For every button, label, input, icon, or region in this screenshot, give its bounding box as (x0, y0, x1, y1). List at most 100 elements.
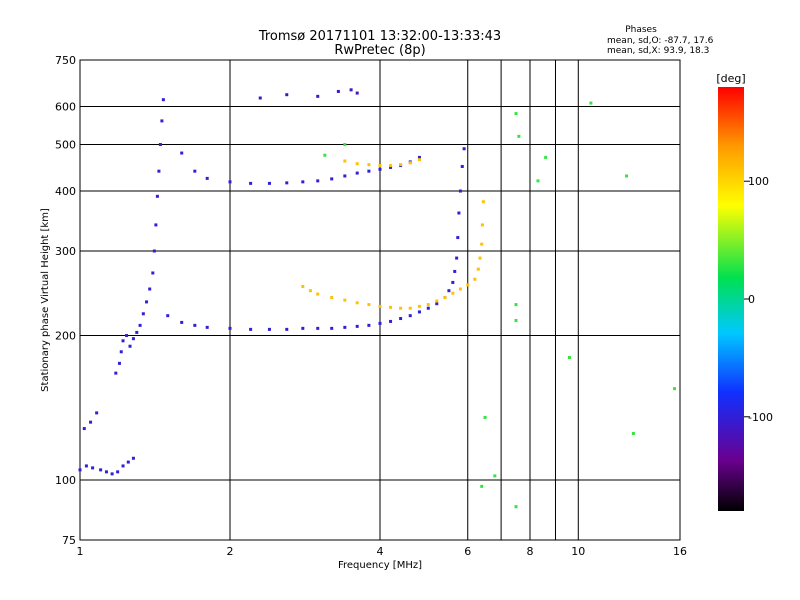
echo-point (343, 298, 347, 302)
y-tick-label: 500 (55, 139, 76, 152)
y-tick-label: 600 (55, 101, 76, 114)
echo-point (514, 505, 518, 509)
echo-point (316, 292, 320, 296)
echo-point (435, 302, 439, 306)
echo-point (349, 88, 353, 92)
echo-point (483, 415, 487, 419)
echo-point (119, 350, 123, 354)
x-tick-label: 10 (571, 545, 585, 558)
legend-title: Phases (625, 25, 657, 35)
x-axis-ticks: 1 2 4 6 8 10 16 (77, 545, 688, 558)
echo-point (249, 181, 253, 185)
y-tick-label: 75 (62, 534, 76, 547)
echo-point (355, 171, 359, 175)
echo-point (367, 163, 371, 167)
echo-point (481, 200, 485, 204)
echo-point (367, 323, 371, 327)
colorbar-tick-label: 0 (748, 293, 755, 306)
echo-point (417, 155, 421, 159)
echo-point (399, 163, 403, 167)
echo-point (155, 194, 159, 198)
echo-point (128, 344, 132, 348)
echo-point (148, 287, 152, 291)
echo-point (95, 411, 99, 415)
echo-point (121, 464, 125, 468)
echo-point (536, 179, 540, 183)
echo-point (480, 223, 484, 227)
y-tick-label: 750 (55, 54, 76, 67)
echo-point (125, 334, 129, 338)
echo-point (378, 321, 382, 325)
echo-point (389, 305, 393, 309)
echo-point (466, 283, 470, 287)
echo-point (378, 164, 382, 168)
y-tick-label: 400 (55, 185, 76, 198)
echo-point (205, 176, 209, 180)
echo-point (417, 310, 421, 314)
echo-point (389, 319, 393, 323)
echo-point (343, 143, 347, 147)
echo-point (285, 181, 289, 185)
echo-point (161, 98, 165, 102)
echo-point (480, 484, 484, 488)
echo-point (116, 470, 120, 474)
echo-point (114, 371, 118, 375)
grid-lines (80, 60, 680, 540)
echo-point (367, 303, 371, 307)
x-tick-label: 16 (673, 545, 687, 558)
echo-point (131, 456, 135, 460)
colorbar (718, 87, 744, 511)
echo-point (514, 112, 518, 116)
echo-point (166, 314, 170, 318)
echo-point (493, 474, 497, 478)
echo-point (180, 320, 184, 324)
echo-point (316, 326, 320, 330)
echo-point (460, 164, 464, 168)
echo-point (480, 242, 484, 246)
echo-point (316, 94, 320, 98)
echo-point (249, 327, 253, 331)
legend-line-x: mean, sd,X: 93.9, 18.3 (607, 46, 709, 56)
echo-point (308, 289, 312, 293)
echo-point (301, 326, 305, 330)
echo-point (567, 355, 571, 359)
echo-point (158, 143, 162, 147)
echo-point (228, 326, 232, 330)
y-axis-ticks: 75 100 200 300 400 500 600 750 (55, 54, 76, 547)
echo-point (336, 89, 340, 93)
echo-point (625, 174, 629, 178)
echo-point (462, 147, 466, 151)
echo-point (343, 159, 347, 163)
echo-point (408, 314, 412, 318)
echo-point (476, 267, 480, 271)
echo-point (82, 427, 86, 431)
echo-point (367, 169, 371, 173)
echo-point (447, 289, 451, 293)
echo-point (110, 472, 114, 476)
echo-point (417, 158, 421, 162)
y-tick-label: 100 (55, 474, 76, 487)
echo-point (458, 287, 462, 291)
data-points (78, 88, 677, 509)
echo-point (408, 161, 412, 165)
echo-point (323, 153, 327, 157)
echo-point (154, 223, 158, 227)
echo-point (152, 249, 156, 253)
x-tick-label: 2 (227, 545, 234, 558)
echo-point (389, 164, 393, 168)
echo-point (89, 420, 93, 424)
echo-point (84, 464, 88, 468)
echo-point (91, 466, 95, 470)
echo-point (193, 323, 197, 327)
echo-point (378, 167, 382, 171)
x-tick-label: 8 (527, 545, 534, 558)
echo-point (355, 162, 359, 166)
echo-point (267, 327, 271, 331)
echo-point (117, 361, 121, 365)
echo-point (180, 151, 184, 155)
echo-point (517, 134, 521, 138)
echo-point (458, 189, 462, 193)
colorbar-label: [deg] (716, 72, 745, 85)
echo-point (145, 300, 149, 304)
echo-point (435, 299, 439, 303)
